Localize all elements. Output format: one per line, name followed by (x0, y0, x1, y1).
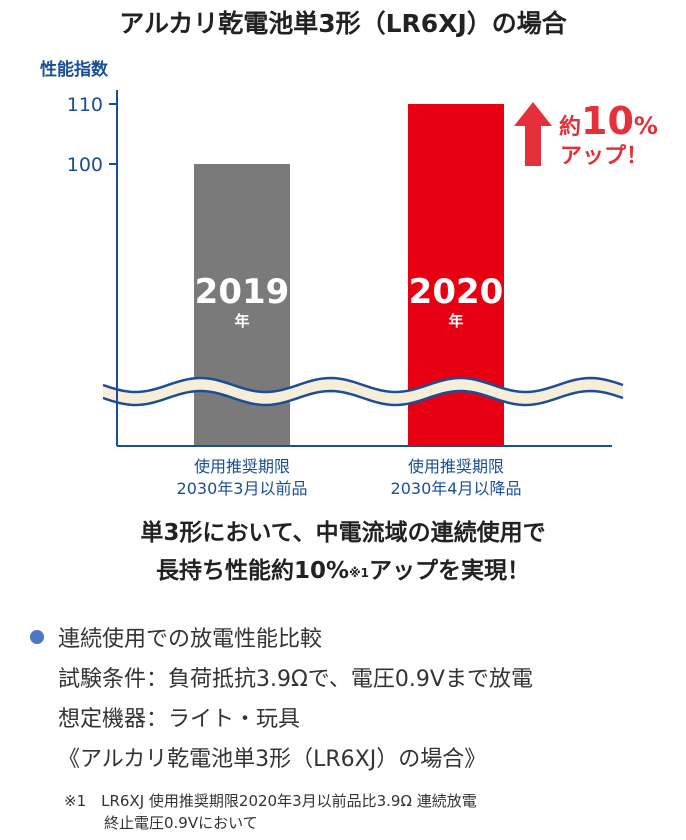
bar-caption: 2030年3月以前品 (177, 479, 308, 498)
bullet-icon (30, 630, 44, 644)
bar-year-label: 2020 (409, 272, 504, 312)
page-title: アルカリ乾電池単3形（LR6XJ）の場合 (119, 9, 567, 38)
test-notes: 連続使用での放電性能比較 試験条件：負荷抵抗3.9Ωで、電圧0.9Vまで放電 想… (30, 620, 533, 780)
test-conditions: 試験条件：負荷抵抗3.9Ωで、電圧0.9Vまで放電 (58, 667, 533, 692)
footnote-marker: ※1 (349, 566, 370, 580)
headline-line-2: 長持ち性能約10%※1アップを実現！ (0, 552, 686, 590)
increase-label-line-2: アップ！ (560, 144, 648, 169)
increase-label: 約10% (559, 99, 658, 143)
headline-line-2-text: 長持ち性能約10% (155, 558, 350, 584)
notes-bullet-row: 連続使用での放電性能比較 (30, 620, 533, 660)
footnote-line-2: 終止電圧0.9Vにおいて (104, 814, 258, 832)
intended-devices: 想定機器：ライト・玩具 (58, 707, 301, 732)
battery-type-note: 《アルカリ乾電池単3形（LR6XJ）の場合》 (58, 747, 487, 772)
bar-year-unit: 年 (448, 312, 463, 330)
bar-caption: 使用推奨期限 (408, 457, 504, 476)
y-axis-label: 性能指数 (40, 59, 109, 80)
bar-caption: 2030年4月以降品 (391, 479, 522, 498)
headline: 単3形において、中電流域の連続使用で 長持ち性能約10%※1アップを実現！ (0, 514, 686, 590)
up-arrow-icon (514, 102, 552, 166)
y-tick-label: 100 (67, 154, 103, 176)
bar-caption: 使用推奨期限 (194, 457, 290, 476)
bar-year-label: 2019 (195, 272, 290, 312)
footnote-line-1: ※1 LR6XJ 使用推奨期限2020年3月以前品比3.9Ω 連続放電 (64, 792, 477, 810)
headline-line-2-end: アップを実現！ (369, 558, 531, 584)
bar-year-unit: 年 (234, 312, 249, 330)
y-tick-label: 110 (67, 94, 103, 116)
headline-line-1: 単3形において、中電流域の連続使用で (140, 520, 546, 546)
comparison-label: 連続使用での放電性能比較 (58, 627, 323, 652)
axis-break (102, 376, 624, 407)
footnote: ※1 LR6XJ 使用推奨期限2020年3月以前品比3.9Ω 連続放電 終止電圧… (64, 790, 477, 834)
